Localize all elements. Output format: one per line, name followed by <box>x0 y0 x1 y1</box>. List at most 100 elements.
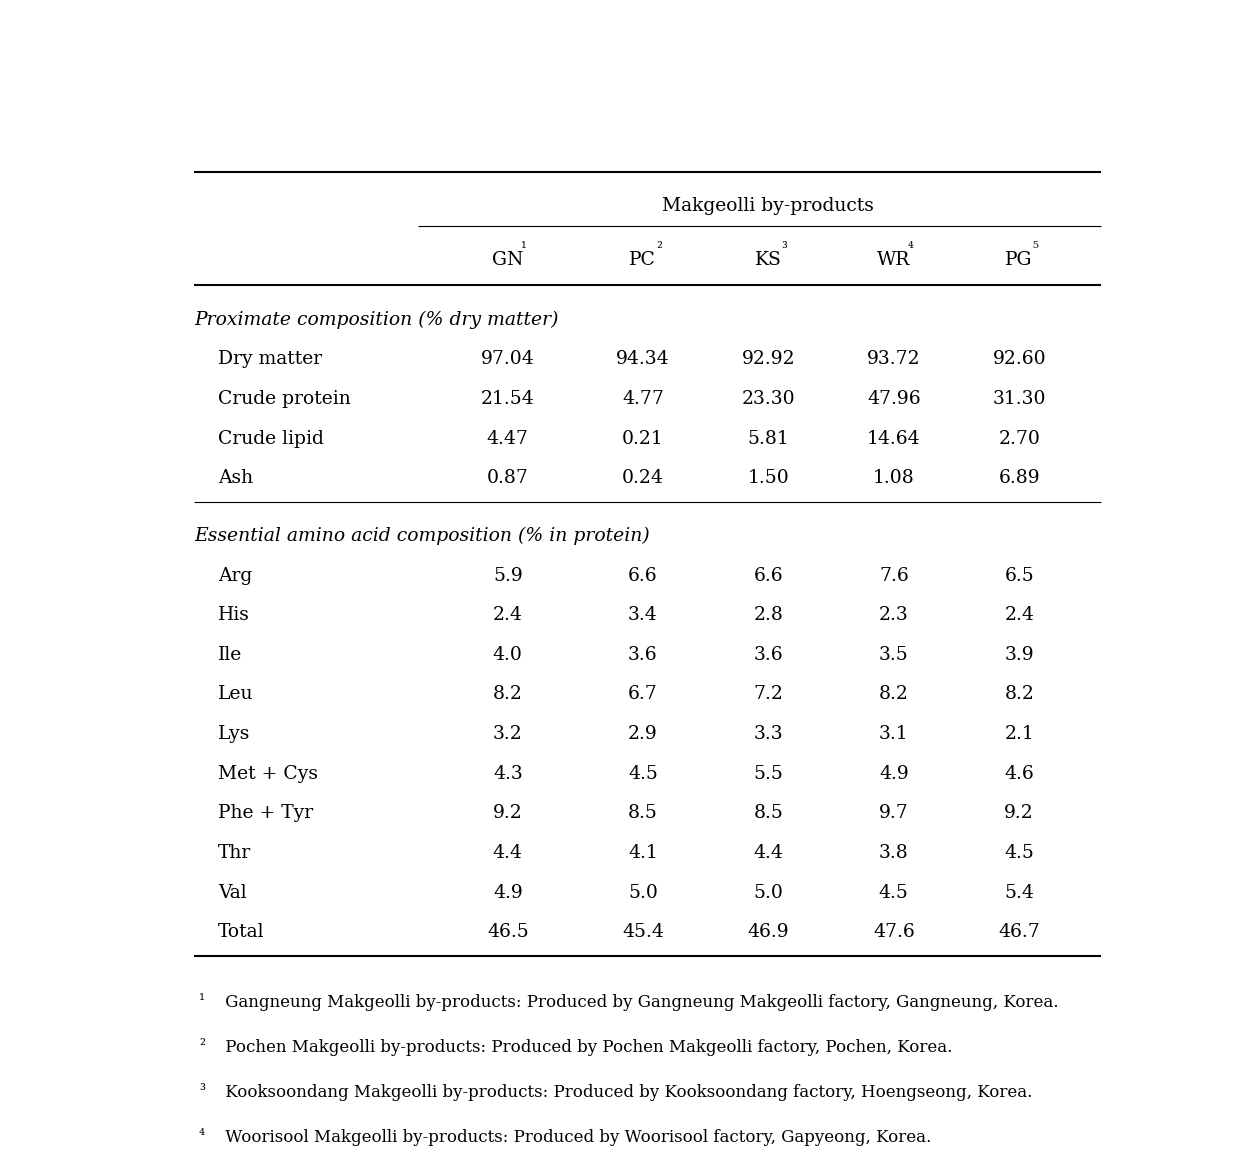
Text: 3.6: 3.6 <box>627 646 657 663</box>
Text: 14.64: 14.64 <box>867 429 920 448</box>
Text: Total: Total <box>218 923 265 942</box>
Text: 4.9: 4.9 <box>493 883 523 902</box>
Text: 46.9: 46.9 <box>747 923 789 942</box>
Text: 4.5: 4.5 <box>627 765 657 783</box>
Text: Gangneung Makgeolli by-products: Produced by Gangneung Makgeolli factory, Gangne: Gangneung Makgeolli by-products: Produce… <box>220 993 1058 1011</box>
Text: ⁵: ⁵ <box>1032 241 1038 255</box>
Text: 46.5: 46.5 <box>487 923 529 942</box>
Text: 5.4: 5.4 <box>1005 883 1035 902</box>
Text: 97.04: 97.04 <box>481 350 534 369</box>
Text: 3.5: 3.5 <box>879 646 909 663</box>
Text: 94.34: 94.34 <box>616 350 670 369</box>
Text: 3.3: 3.3 <box>753 725 783 743</box>
Text: 92.92: 92.92 <box>742 350 796 369</box>
Text: ³: ³ <box>782 241 788 255</box>
Text: ²: ² <box>199 1039 205 1053</box>
Text: 2.9: 2.9 <box>627 725 657 743</box>
Text: Makgeolli by-products: Makgeolli by-products <box>662 198 874 215</box>
Text: Kooksoondang Makgeolli by-products: Produced by Kooksoondang factory, Hoengseong: Kooksoondang Makgeolli by-products: Prod… <box>220 1083 1032 1101</box>
Text: 31.30: 31.30 <box>992 390 1046 408</box>
Text: 23.30: 23.30 <box>742 390 796 408</box>
Text: 45.4: 45.4 <box>622 923 664 942</box>
Text: 3.9: 3.9 <box>1005 646 1035 663</box>
Text: 4.47: 4.47 <box>487 429 529 448</box>
Text: 8.2: 8.2 <box>1005 686 1035 703</box>
Text: Ile: Ile <box>218 646 243 663</box>
Text: 4.9: 4.9 <box>879 765 909 783</box>
Text: 9.7: 9.7 <box>879 804 909 823</box>
Text: Arg: Arg <box>218 566 253 585</box>
Text: 7.2: 7.2 <box>753 686 783 703</box>
Text: Crude lipid: Crude lipid <box>218 429 324 448</box>
Text: 4.4: 4.4 <box>753 844 783 862</box>
Text: 2.8: 2.8 <box>753 606 783 624</box>
Text: 8.2: 8.2 <box>879 686 909 703</box>
Text: 6.5: 6.5 <box>1005 566 1035 585</box>
Text: 6.6: 6.6 <box>627 566 657 585</box>
Text: 4.5: 4.5 <box>879 883 909 902</box>
Text: 4.1: 4.1 <box>627 844 657 862</box>
Text: Thr: Thr <box>218 844 251 862</box>
Text: 1.08: 1.08 <box>873 469 915 487</box>
Text: 6.7: 6.7 <box>627 686 657 703</box>
Text: Dry matter: Dry matter <box>218 350 322 369</box>
Text: PG: PG <box>1006 252 1033 269</box>
Text: ⁴: ⁴ <box>908 241 913 255</box>
Text: KS: KS <box>754 252 782 269</box>
Text: ¹: ¹ <box>522 241 527 255</box>
Text: 4.4: 4.4 <box>493 844 523 862</box>
Text: 3.6: 3.6 <box>753 646 783 663</box>
Text: 5.5: 5.5 <box>753 765 783 783</box>
Text: 7.6: 7.6 <box>879 566 909 585</box>
Text: 5.81: 5.81 <box>747 429 789 448</box>
Text: 5.0: 5.0 <box>627 883 657 902</box>
Text: 5.0: 5.0 <box>753 883 783 902</box>
Text: 4.3: 4.3 <box>493 765 523 783</box>
Text: 4.5: 4.5 <box>1005 844 1035 862</box>
Text: 2.70: 2.70 <box>998 429 1040 448</box>
Text: Leu: Leu <box>218 686 254 703</box>
Text: ¹: ¹ <box>199 993 205 1007</box>
Text: 3.2: 3.2 <box>493 725 523 743</box>
Text: 92.60: 92.60 <box>992 350 1046 369</box>
Text: 4.0: 4.0 <box>493 646 523 663</box>
Text: 2.1: 2.1 <box>1005 725 1035 743</box>
Text: 8.5: 8.5 <box>753 804 783 823</box>
Text: 9.2: 9.2 <box>1005 804 1035 823</box>
Text: ²: ² <box>656 241 662 255</box>
Text: 47.96: 47.96 <box>867 390 920 408</box>
Text: 0.87: 0.87 <box>487 469 529 487</box>
Text: 3.4: 3.4 <box>627 606 657 624</box>
Text: 47.6: 47.6 <box>873 923 915 942</box>
Text: 21.54: 21.54 <box>481 390 534 408</box>
Text: WR: WR <box>876 252 910 269</box>
Text: 2.4: 2.4 <box>493 606 523 624</box>
Text: 46.7: 46.7 <box>998 923 1040 942</box>
Text: 2.3: 2.3 <box>879 606 909 624</box>
Text: Crude protein: Crude protein <box>218 390 351 408</box>
Text: Phe + Tyr: Phe + Tyr <box>218 804 314 823</box>
Text: 1.50: 1.50 <box>747 469 789 487</box>
Text: GN: GN <box>492 252 523 269</box>
Text: 9.2: 9.2 <box>493 804 523 823</box>
Text: Val: Val <box>218 883 247 902</box>
Text: 3.8: 3.8 <box>879 844 909 862</box>
Text: 0.21: 0.21 <box>622 429 664 448</box>
Text: PC: PC <box>630 252 656 269</box>
Text: His: His <box>218 606 250 624</box>
Text: 8.2: 8.2 <box>493 686 523 703</box>
Text: Woorisool Makgeolli by-products: Produced by Woorisool factory, Gapyeong, Korea.: Woorisool Makgeolli by-products: Produce… <box>220 1129 931 1145</box>
Text: 8.5: 8.5 <box>627 804 657 823</box>
Text: 2.4: 2.4 <box>1005 606 1035 624</box>
Text: ⁴: ⁴ <box>199 1129 205 1143</box>
Text: Met + Cys: Met + Cys <box>218 765 319 783</box>
Text: Proximate composition (% dry matter): Proximate composition (% dry matter) <box>194 310 559 329</box>
Text: 6.6: 6.6 <box>753 566 783 585</box>
Text: 0.24: 0.24 <box>622 469 664 487</box>
Text: 5.9: 5.9 <box>493 566 523 585</box>
Text: Lys: Lys <box>218 725 250 743</box>
Text: Pochen Makgeolli by-products: Produced by Pochen Makgeolli factory, Pochen, Kore: Pochen Makgeolli by-products: Produced b… <box>220 1039 952 1055</box>
Text: Ash: Ash <box>218 469 254 487</box>
Text: 4.77: 4.77 <box>622 390 664 408</box>
Text: ³: ³ <box>199 1083 205 1097</box>
